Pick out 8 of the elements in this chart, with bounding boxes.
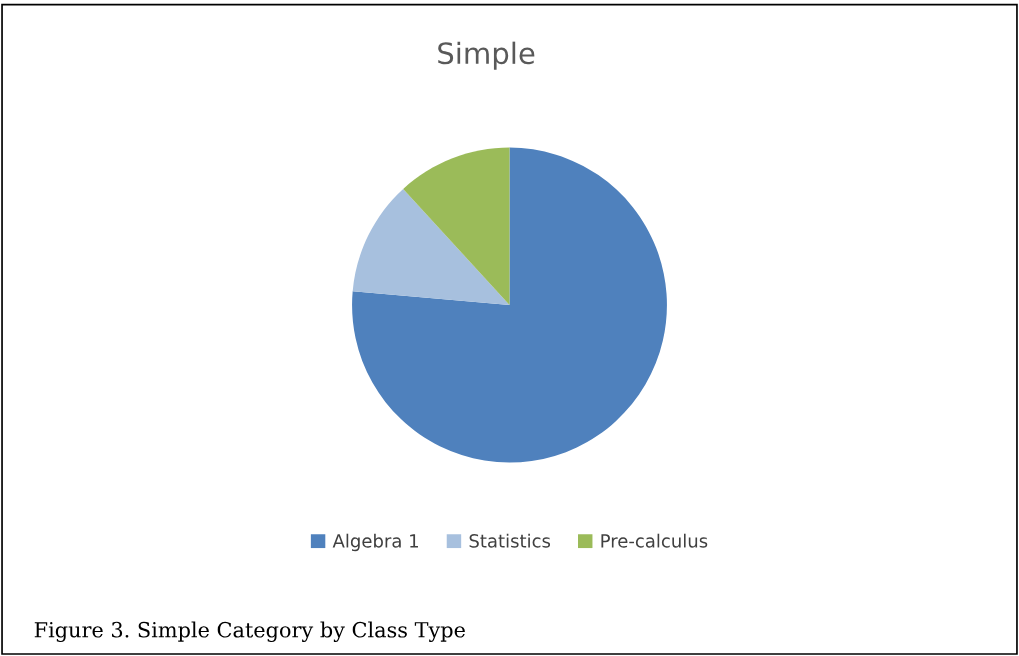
pie-slice (403, 147, 510, 306)
pie-slice (352, 147, 667, 463)
legend-label: Pre-calculus (601, 533, 708, 548)
caption: Figure 3. Simple Category by Class Type (34, 621, 465, 642)
legend-label: Statistics (469, 533, 551, 548)
chart-title: Simple (438, 41, 535, 70)
legend-label: Algebra 1 (332, 533, 418, 552)
pie-slice (352, 188, 510, 306)
